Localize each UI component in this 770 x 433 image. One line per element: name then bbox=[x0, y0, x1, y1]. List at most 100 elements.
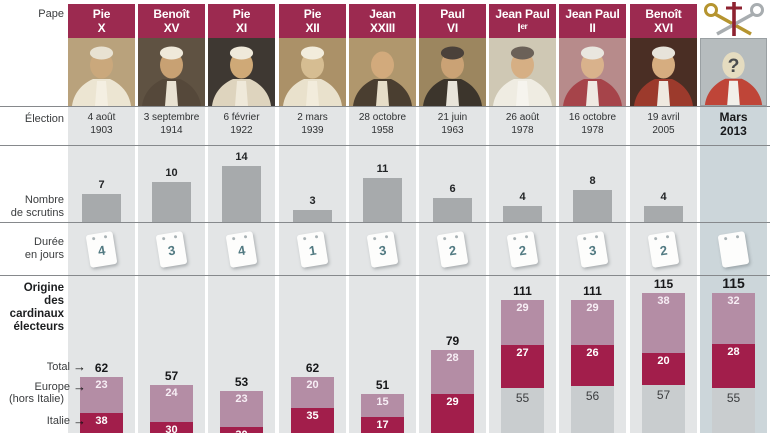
segment-autres: 57 bbox=[642, 384, 685, 433]
election-date-line1: 19 avril bbox=[647, 112, 680, 123]
pope-column: Jean Paul II 16 octobre 1978 8 3 111 bbox=[559, 0, 626, 433]
pope-column: Benoît XV 3 septembre 1914 10 3 57 bbox=[138, 0, 205, 433]
segment-europe-value: 20 bbox=[306, 378, 319, 391]
pope-column: ? Mars 2013 115 32 28 55 bbox=[700, 0, 767, 433]
pope-portrait bbox=[559, 38, 626, 106]
segment-autres: 56 bbox=[571, 386, 614, 433]
pope-name-line2: XI bbox=[236, 21, 247, 35]
scrutins-bar bbox=[82, 194, 121, 222]
segment-italie-value: 38 bbox=[95, 414, 108, 427]
pope-name-banner: Jean Paul Iᵉʳ bbox=[489, 4, 556, 38]
segment-italie: 30 bbox=[150, 422, 193, 433]
segment-autres: 55 bbox=[501, 387, 544, 433]
pope-name-line1: Benoît bbox=[645, 7, 682, 21]
duration-days: 4 bbox=[236, 242, 247, 259]
row-divider bbox=[0, 275, 770, 276]
election-date-line1: 4 août bbox=[87, 112, 116, 123]
duration-calendar-icon: 3 bbox=[366, 231, 399, 268]
row-divider bbox=[0, 106, 770, 107]
pope-portrait bbox=[279, 38, 346, 106]
segment-italie-value: 35 bbox=[306, 410, 319, 423]
pope-name-line2: VI bbox=[447, 21, 458, 35]
duration-days: 3 bbox=[377, 242, 388, 259]
segment-europe: 29 bbox=[501, 299, 544, 346]
pope-name-line2: XVI bbox=[654, 21, 673, 35]
pope-column: Pie XII 2 mars 1939 3 1 62 20 bbox=[279, 0, 346, 433]
column-strip bbox=[208, 106, 275, 433]
pope-portrait bbox=[68, 38, 135, 106]
segment-autres-value: 57 bbox=[656, 387, 671, 402]
segment-europe: 23 bbox=[220, 390, 263, 427]
cardinals-total: 51 bbox=[375, 377, 390, 392]
election-date-line1: 26 août bbox=[505, 112, 540, 123]
duration-calendar-icon: 4 bbox=[85, 231, 118, 268]
segment-europe-value: 24 bbox=[165, 386, 178, 399]
scrutins-count: 7 bbox=[98, 179, 105, 191]
row-divider bbox=[0, 222, 770, 223]
duration-calendar-icon: 2 bbox=[647, 231, 680, 268]
pope-portrait: ? bbox=[700, 38, 767, 106]
pope-name-banner: Benoît XV bbox=[138, 4, 205, 38]
segment-italie: 35 bbox=[291, 408, 334, 433]
pope-name-banner: Pie X bbox=[68, 4, 135, 38]
row-label-scrutins-line1: Nombre bbox=[24, 194, 64, 206]
pope-name-banner: Pie XII bbox=[279, 4, 346, 38]
segment-italie: 20 bbox=[642, 353, 685, 385]
duration-days: 2 bbox=[658, 242, 669, 259]
legend-europe: Europe → bbox=[0, 380, 86, 393]
row-label-duree-line1: Durée bbox=[34, 236, 64, 248]
scrutins-count: 6 bbox=[449, 183, 456, 195]
right-arrow-icon: → bbox=[73, 413, 86, 428]
election-date-line2: 1922 bbox=[230, 125, 253, 136]
election-date-line2: 2005 bbox=[652, 125, 675, 136]
election-date: 16 octobre 1978 bbox=[559, 111, 626, 137]
segment-italie: 30 bbox=[220, 426, 263, 433]
segment-italie: 17 bbox=[361, 417, 404, 433]
election-date-line2: 1978 bbox=[581, 125, 604, 136]
legend-total-text: Total bbox=[46, 361, 70, 373]
duration-days: 4 bbox=[96, 242, 107, 259]
scrutins-count: 10 bbox=[165, 167, 178, 179]
segment-italie-value: 28 bbox=[727, 345, 740, 358]
election-date-line1: 28 octobre bbox=[358, 112, 407, 123]
segment-europe: 24 bbox=[150, 384, 193, 423]
segment-italie-value: 17 bbox=[376, 419, 389, 432]
cardinals-total: 53 bbox=[234, 374, 249, 389]
segment-autres-value: 56 bbox=[585, 389, 600, 404]
pope-name-line1: Jean bbox=[369, 7, 396, 21]
scrutins-count: 4 bbox=[660, 191, 667, 203]
segment-italie-value: 30 bbox=[220, 427, 263, 433]
segment-europe-value: 15 bbox=[376, 395, 389, 408]
segment-autres-value: 55 bbox=[515, 390, 530, 405]
segment-autres-value: 55 bbox=[726, 390, 741, 405]
election-date-line2: 1903 bbox=[90, 125, 113, 136]
election-date: 3 septembre 1914 bbox=[138, 111, 205, 137]
election-date-line1: Mars bbox=[719, 110, 748, 124]
duration-days: 3 bbox=[166, 242, 177, 259]
segment-europe-value: 28 bbox=[446, 351, 459, 364]
row-label-origine-line2: des bbox=[44, 295, 64, 307]
row-label-duree-line2: en jours bbox=[24, 248, 64, 261]
pope-name-line1: Benoît bbox=[153, 7, 190, 21]
right-arrow-icon: → bbox=[73, 359, 86, 374]
scrutins-bar bbox=[573, 190, 612, 222]
duration-calendar-icon: 3 bbox=[576, 231, 609, 268]
duration-calendar-icon: 1 bbox=[296, 231, 329, 268]
pope-column: Jean Paul Iᵉʳ 26 août 1978 4 2 111 bbox=[489, 0, 556, 433]
sede-vacante-crossed-keys-icon bbox=[704, 2, 764, 36]
segment-italie: 26 bbox=[571, 345, 614, 387]
segment-italie-value: 29 bbox=[446, 395, 459, 408]
question-mark: ? bbox=[728, 55, 740, 77]
cardinals-total: 57 bbox=[164, 368, 179, 383]
pope-name-banner: Pie XI bbox=[208, 4, 275, 38]
election-date-line2: 1939 bbox=[301, 125, 324, 136]
cardinals-total: 115 bbox=[722, 275, 745, 292]
pope-name-line1: Pie bbox=[92, 7, 111, 21]
scrutins-bar bbox=[503, 206, 542, 222]
election-date-line1: 16 octobre bbox=[568, 112, 617, 123]
election-date-line2: 1914 bbox=[160, 125, 183, 136]
segment-italie-value: 20 bbox=[657, 355, 670, 368]
row-label-origine: Origine des cardinaux électeurs bbox=[0, 282, 64, 334]
scrutins-bar bbox=[363, 178, 402, 222]
scrutins-count: 14 bbox=[235, 151, 248, 163]
